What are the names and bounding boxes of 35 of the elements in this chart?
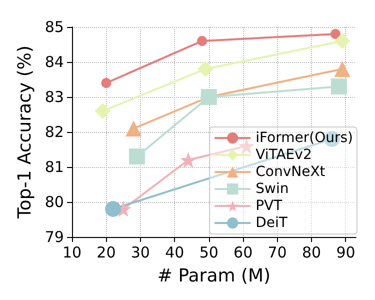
point [105, 201, 122, 217]
legend-label: PVT [256, 198, 283, 214]
y-tick-label: 83 [44, 88, 64, 106]
x-tick-label: 70 [268, 244, 287, 262]
x-tick-label: 10 [62, 244, 82, 262]
x-tick-label: 20 [96, 244, 116, 262]
y-tick-label: 82 [44, 123, 64, 141]
point [197, 36, 208, 46]
legend-label: ViTAEv2 [256, 147, 312, 163]
x-tick-label: 90 [336, 244, 356, 262]
y-tick-label: 79 [44, 228, 64, 246]
point [330, 29, 340, 39]
y-axis-title: Top-1 Accuracy (%) [14, 45, 36, 220]
x-axis-title: # Param (M) [157, 266, 271, 286]
legend-label: ConvNeXt [256, 164, 326, 180]
y-tick-label: 84 [44, 53, 64, 71]
x-tick-label: 50 [199, 244, 218, 262]
point [101, 78, 112, 88]
x-tick-label: 60 [234, 244, 253, 262]
point [238, 138, 254, 154]
point [180, 152, 196, 168]
point [129, 148, 145, 164]
x-tick-label: 40 [165, 244, 184, 262]
legend-label: DeiT [256, 215, 288, 231]
y-tick-label: 81 [44, 158, 64, 176]
point [197, 61, 214, 77]
x-tick-label: 80 [302, 244, 322, 262]
legend-label: Swin [256, 181, 289, 197]
legend-label: iFormer(Ours) [256, 130, 354, 146]
point [330, 78, 347, 94]
y-tick-label: 85 [44, 18, 64, 36]
x-tick-label: 30 [130, 244, 150, 262]
point [94, 103, 111, 119]
y-tick-label: 80 [44, 193, 64, 211]
point [334, 33, 350, 49]
